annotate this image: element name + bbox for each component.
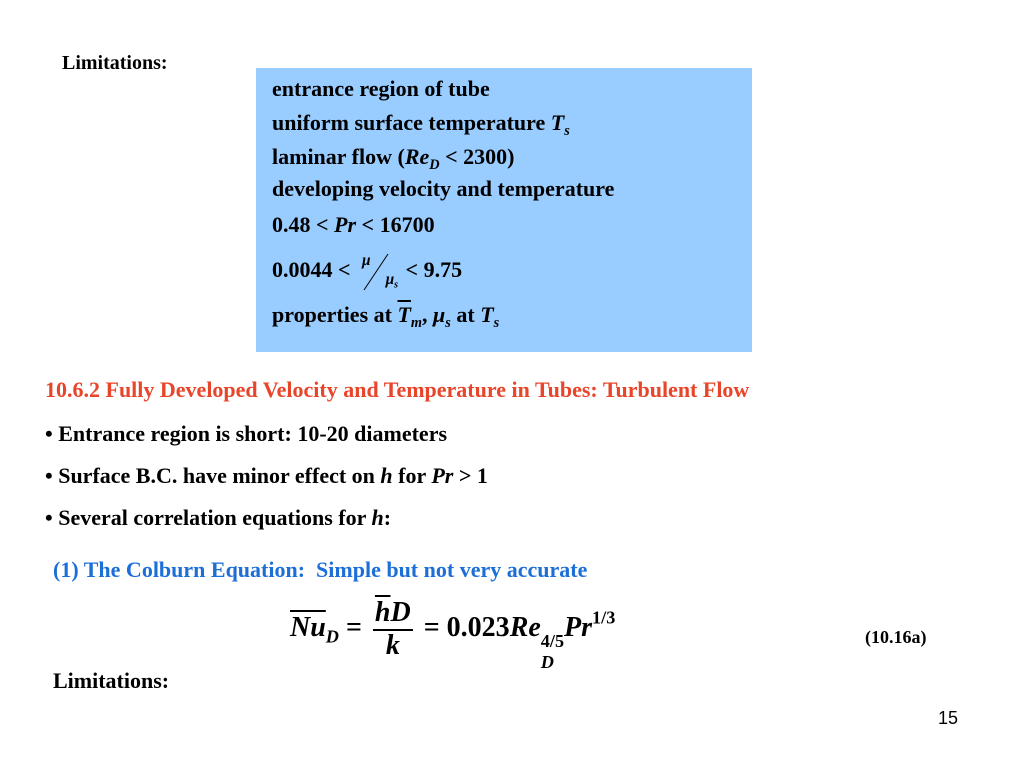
text: 0.48 < — [272, 212, 335, 237]
text: Pr — [334, 212, 357, 237]
text: < 2300) — [439, 144, 515, 169]
fraction: μ μs — [356, 252, 400, 292]
bullet-item: • Surface B.C. have minor effect on h fo… — [45, 463, 488, 489]
text: properties at — [272, 302, 398, 327]
text: developing velocity and temperature — [272, 176, 615, 201]
text: Pr — [431, 463, 454, 488]
text: entrance region of tube — [272, 76, 490, 101]
subscript: s — [394, 279, 399, 290]
text: uniform surface temperature — [272, 110, 551, 135]
text: D — [390, 597, 411, 628]
text: • Entrance region is short: 10-20 diamet… — [45, 421, 448, 446]
text: h — [374, 597, 391, 628]
section-title: 10.6.2 Fully Developed Velocity and Temp… — [45, 377, 750, 402]
text: h — [380, 463, 393, 488]
subscript: D — [540, 652, 554, 673]
text: T — [550, 110, 565, 135]
limitations-box: entrance region of tube uniform surface t… — [256, 68, 752, 352]
slash-line — [363, 253, 389, 291]
page-number: 15 — [938, 708, 959, 728]
sup-sub: 4/5 D — [541, 631, 564, 673]
subscript: D — [325, 626, 339, 647]
text: = — [338, 612, 369, 644]
text: < 16700 — [356, 212, 435, 237]
denominator: μs — [386, 271, 398, 291]
text: μ — [362, 252, 371, 269]
box-line: laminar flow (ReD < 2300) — [272, 144, 514, 174]
box-line: developing velocity and temperature — [272, 176, 614, 202]
bottom-label: Limitations: — [53, 668, 170, 693]
subscript: m — [410, 315, 423, 331]
text: h — [371, 505, 384, 530]
superscript: 4/5 — [540, 631, 565, 652]
text: Nu — [290, 612, 326, 644]
box-line: 0.48 < Pr < 16700 — [272, 212, 435, 238]
fraction-slash — [363, 253, 389, 291]
subscript: s — [445, 315, 451, 331]
text: Re — [509, 612, 541, 644]
text: : — [383, 505, 392, 530]
equation-number: (10.16a) — [865, 627, 927, 647]
fraction: hD k — [372, 597, 413, 662]
text: for — [392, 463, 432, 488]
subscript: D — [429, 157, 440, 173]
subscript: s — [564, 123, 570, 139]
text: T — [480, 302, 494, 327]
box-line: uniform surface temperature Ts — [272, 110, 570, 140]
text: Pr — [564, 612, 593, 644]
top-label: Limitations: — [62, 52, 168, 74]
text: , — [422, 302, 434, 327]
text: < 9.75 — [400, 257, 463, 283]
box-line: properties at Tm, μs at Ts — [272, 302, 499, 332]
subheading: (1) The Colburn Equation: Simple but not… — [53, 557, 588, 582]
equation: NuD = hD k = 0.023Re 4/5 D Pr1/3 — [290, 597, 616, 673]
bullet-item: • Entrance region is short: 10-20 diamet… — [45, 421, 447, 447]
text: > 1 — [453, 463, 488, 488]
text: T — [397, 302, 411, 327]
numerator: μ — [362, 252, 371, 270]
box-line: entrance region of tube — [272, 76, 490, 102]
subscript: s — [493, 315, 500, 331]
numerator: hD — [372, 597, 413, 631]
text: laminar flow ( — [272, 144, 405, 169]
text: at — [450, 302, 481, 327]
text: = 0.023 — [416, 612, 510, 644]
text: k — [385, 629, 400, 661]
box-line: 0.0044 < μ μs < 9.75 — [272, 252, 462, 292]
text: • Several correlation equations for — [45, 505, 372, 530]
denominator: k — [385, 629, 400, 662]
text: 0.0044 < — [272, 257, 357, 283]
text: μ — [433, 302, 446, 327]
bullet-item: • Several correlation equations for h: — [45, 505, 391, 531]
text: μ — [385, 270, 395, 288]
text: • Surface B.C. have minor effect on — [45, 463, 381, 488]
superscript: 1/3 — [592, 607, 616, 628]
text: Re — [404, 144, 430, 169]
